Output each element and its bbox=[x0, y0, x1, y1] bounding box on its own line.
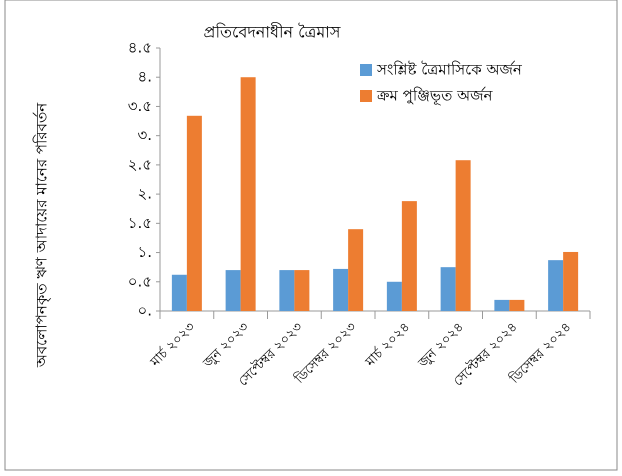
y-tick-label: ৩. bbox=[137, 126, 152, 144]
bar bbox=[509, 299, 525, 311]
legend-swatch bbox=[360, 64, 372, 76]
y-tick-label: ০.৫ bbox=[128, 272, 152, 290]
bar bbox=[225, 270, 241, 311]
y-tick-label: ২.৫ bbox=[128, 155, 152, 173]
y-tick-label: ২. bbox=[137, 185, 152, 203]
bar bbox=[240, 77, 256, 311]
bar bbox=[386, 281, 402, 311]
bar bbox=[563, 251, 579, 311]
y-axis-label: অবলোপনকৃত ঋণ আদায়ের মানের পরিবর্তন bbox=[33, 102, 52, 368]
y-tick-label: ৪. bbox=[137, 68, 152, 86]
legend-swatch bbox=[360, 90, 372, 102]
bar bbox=[171, 274, 187, 311]
bar bbox=[440, 267, 456, 311]
legend-label: ক্রম পুঞ্জিভূত অর্জন bbox=[376, 87, 494, 106]
bar bbox=[455, 160, 471, 311]
bar bbox=[279, 270, 295, 311]
y-tick-label: ০. bbox=[137, 302, 152, 320]
y-tick-label: ১.৫ bbox=[128, 214, 152, 232]
bar bbox=[494, 299, 510, 311]
y-tick-label: ৩.৫ bbox=[128, 97, 152, 115]
chart-border bbox=[4, 0, 618, 471]
chart-title: প্রতিবেদনাধীন ত্রৈমাস bbox=[204, 23, 341, 42]
bar bbox=[186, 115, 202, 311]
y-tick-label: ৪.৫ bbox=[128, 39, 152, 57]
bar bbox=[294, 270, 310, 311]
bar bbox=[401, 201, 417, 311]
y-tick-label: ১. bbox=[137, 243, 152, 261]
bar bbox=[348, 229, 364, 311]
bar bbox=[333, 268, 349, 311]
bar bbox=[548, 260, 564, 311]
legend-label: সংশ্লিষ্ট ত্রৈমাসিকে অর্জন bbox=[376, 61, 523, 79]
